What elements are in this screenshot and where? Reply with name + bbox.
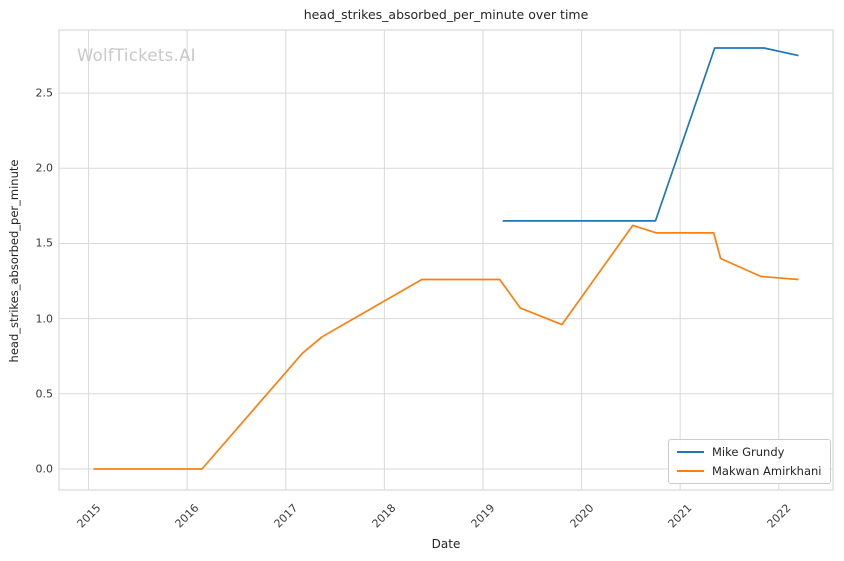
y-tick-label-1.5: 1.5	[35, 236, 54, 250]
y-axis-label: head_strikes_absorbed_per_minute	[7, 159, 21, 363]
y-tick-label-2.0: 2.0	[35, 161, 54, 175]
y-tick-label-0.5: 0.5	[35, 387, 54, 401]
legend-line-swatch-makwan-amirkhani	[677, 470, 704, 472]
y-tick-label-0.0: 0.0	[35, 462, 54, 476]
y-tick-label-1.0: 1.0	[35, 312, 54, 326]
legend-line-swatch-mike-grundy	[677, 451, 704, 453]
legend-label-makwan-amirkhani: Makwan Amirkhani	[712, 464, 822, 478]
legend: Mike Grundy Makwan Amirkhani	[668, 439, 831, 484]
watermark: WolfTickets.AI	[77, 46, 196, 65]
chart-title: head_strikes_absorbed_per_minute over ti…	[303, 7, 589, 22]
line-mike-grundy	[502, 47, 799, 222]
plot-border	[58, 29, 834, 491]
legend-item-makwan-amirkhani: Makwan Amirkhani	[677, 464, 822, 478]
legend-label-mike-grundy: Mike Grundy	[712, 445, 785, 459]
legend-item-mike-grundy: Mike Grundy	[677, 445, 822, 459]
x-axis-label: Date	[431, 537, 461, 551]
y-tick-label-2.5: 2.5	[35, 86, 54, 100]
line-makwan-amirkhani	[93, 224, 799, 470]
